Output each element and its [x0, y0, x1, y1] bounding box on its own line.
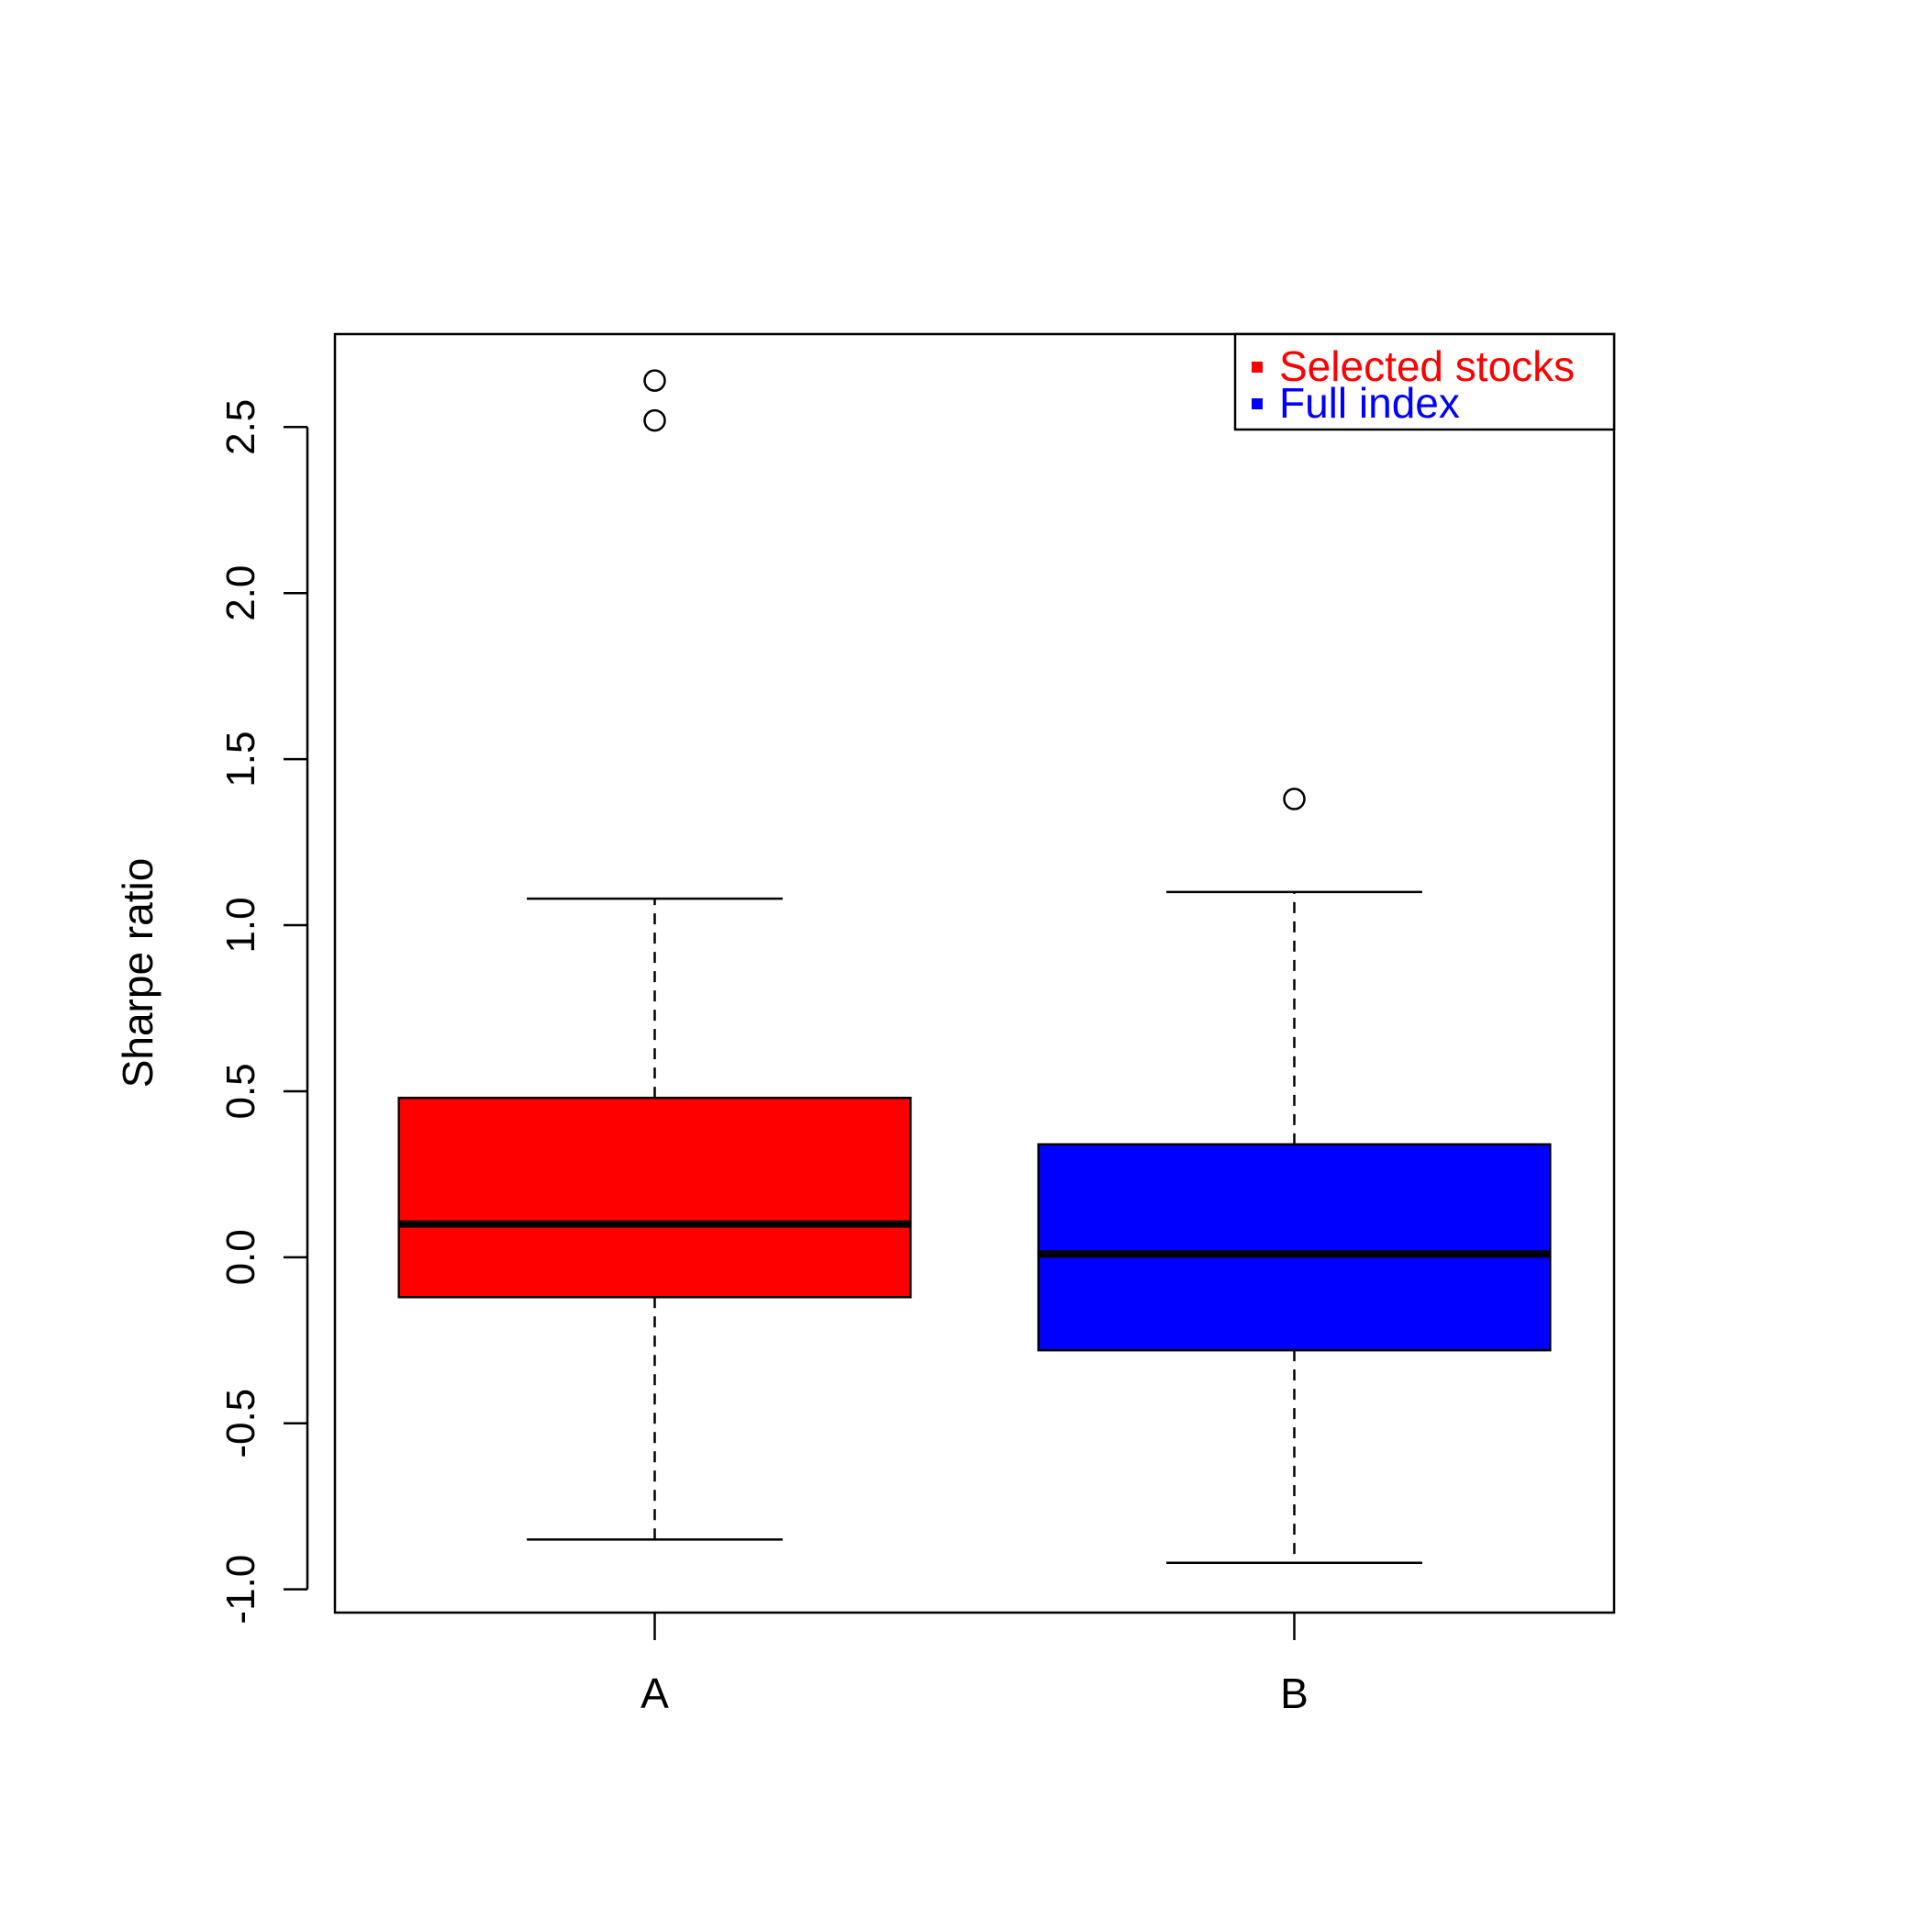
y-tick-label: 2.0 [218, 565, 263, 621]
box [1037, 1143, 1552, 1352]
outlier-point [643, 408, 666, 432]
outlier-point [1283, 787, 1306, 810]
legend-label: Selected stocks [1279, 342, 1575, 390]
box-group-A [397, 369, 912, 1541]
y-tick-label: 1.0 [218, 897, 263, 953]
y-tick-label: 0.0 [218, 1229, 263, 1285]
y-axis-label: Sharpe ratio [114, 858, 162, 1089]
x-tick-label: B [1280, 1670, 1309, 1717]
y-tick-label: 0.5 [218, 1063, 263, 1119]
chart-marks [397, 369, 1552, 1564]
y-tick-label: 2.5 [218, 399, 263, 455]
outlier-point [643, 369, 666, 392]
legend-label: Full index [1279, 379, 1460, 427]
box-group-B [1037, 787, 1552, 1564]
legend-swatch [1252, 362, 1263, 373]
box [397, 1096, 912, 1299]
legend-swatch [1252, 398, 1263, 409]
x-tick-label: A [640, 1670, 669, 1717]
plot-frame [333, 332, 1616, 1614]
y-tick-label: 1.5 [218, 731, 263, 787]
legend-box [1233, 332, 1616, 431]
y-tick-label: -0.5 [218, 1389, 263, 1458]
y-tick-label: -1.0 [218, 1555, 263, 1625]
y-axis: -1.0 -0.5 0.0 0.5 1.0 1.5 2.0 2.5 [218, 399, 309, 1625]
